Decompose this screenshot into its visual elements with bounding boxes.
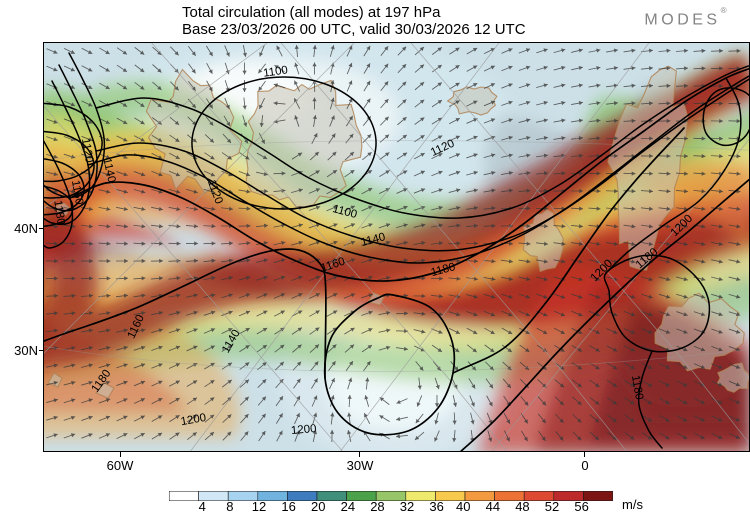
svg-text:1200: 1200 bbox=[290, 423, 317, 437]
